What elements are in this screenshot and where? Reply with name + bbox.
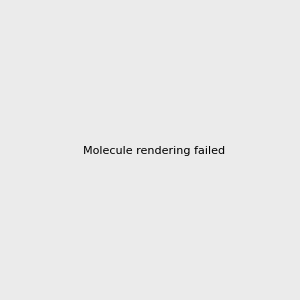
Text: Molecule rendering failed: Molecule rendering failed (83, 146, 225, 157)
